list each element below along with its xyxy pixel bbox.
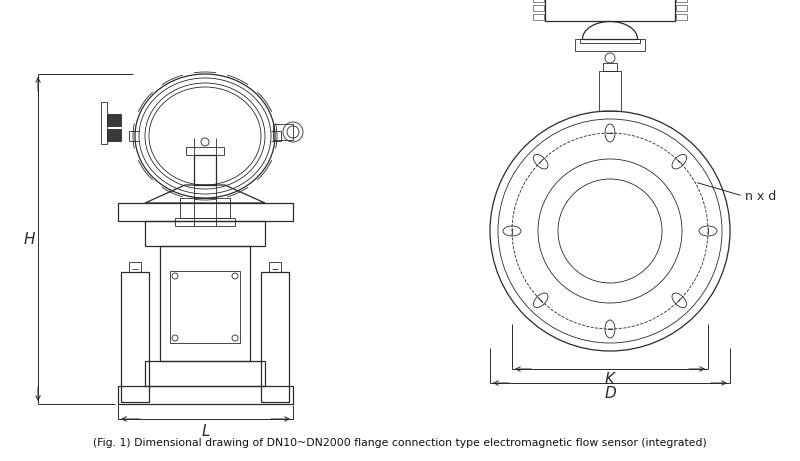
Bar — [186, 147, 224, 155]
Bar — [160, 246, 250, 361]
Text: K: K — [605, 372, 615, 386]
Bar — [533, 14, 544, 20]
Bar — [118, 386, 293, 404]
Bar — [269, 262, 281, 272]
Bar — [180, 198, 230, 218]
Text: D: D — [604, 385, 616, 401]
Bar — [145, 361, 265, 386]
Bar — [145, 221, 265, 246]
Bar — [575, 39, 645, 51]
Text: H: H — [23, 231, 34, 247]
Bar — [121, 272, 149, 402]
Bar — [603, 63, 617, 71]
Bar — [261, 272, 289, 402]
Bar — [676, 5, 687, 11]
Bar — [599, 71, 621, 111]
Text: L: L — [202, 424, 210, 438]
Bar — [175, 218, 235, 226]
Bar — [273, 124, 293, 140]
Bar — [533, 5, 544, 11]
Bar — [107, 129, 121, 141]
Text: n x d: n x d — [745, 189, 776, 202]
Bar — [129, 262, 141, 272]
Bar — [107, 114, 121, 126]
Bar — [676, 14, 687, 20]
Bar — [533, 0, 544, 2]
Bar — [101, 102, 107, 144]
Bar — [545, 0, 675, 21]
Bar — [118, 203, 293, 221]
Bar — [580, 39, 640, 43]
Bar — [676, 0, 687, 2]
Text: (Fig. 1) Dimensional drawing of DN10~DN2000 flange connection type electromagnet: (Fig. 1) Dimensional drawing of DN10~DN2… — [93, 438, 707, 448]
Bar — [194, 155, 216, 185]
Bar — [170, 271, 240, 343]
